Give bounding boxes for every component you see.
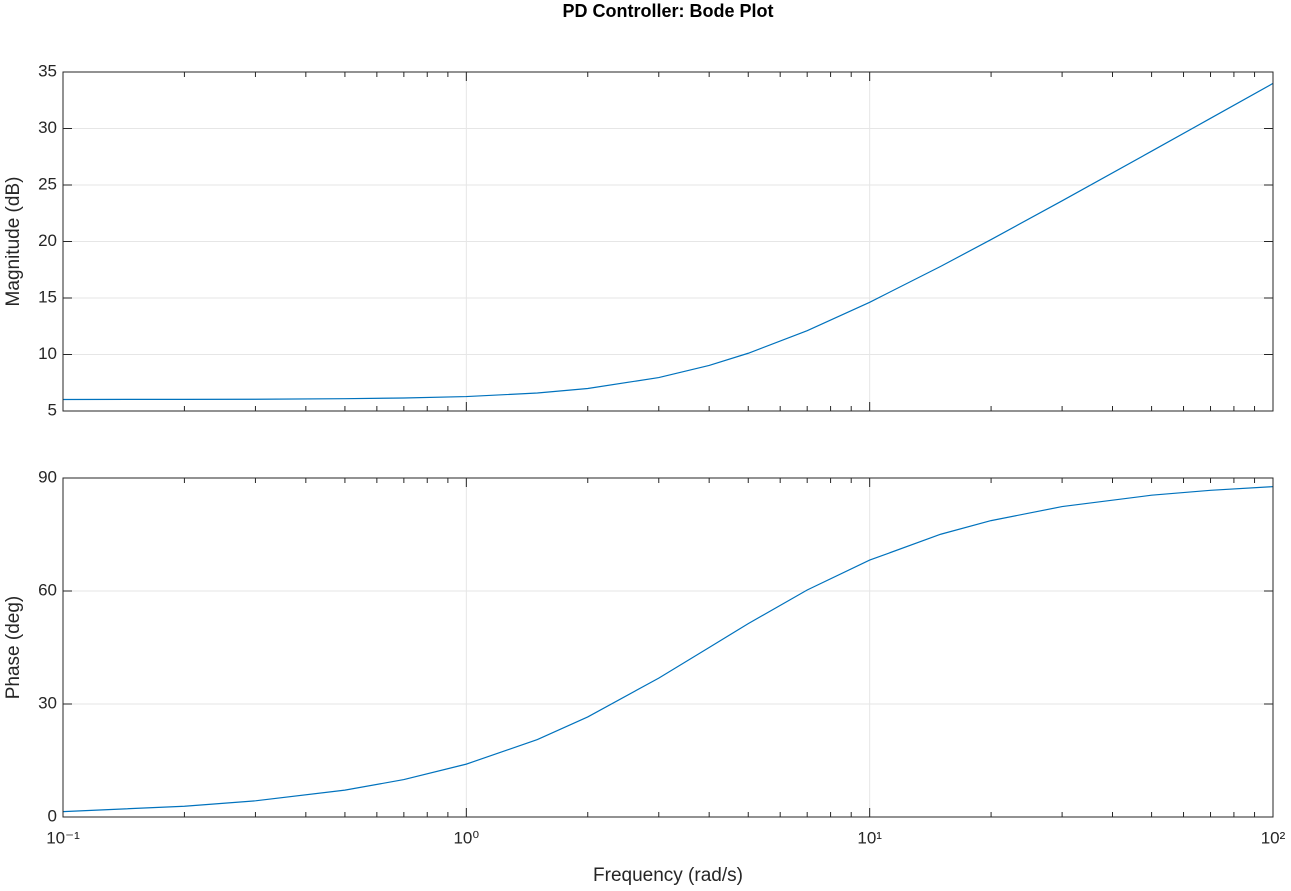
y-tick-label: 5 xyxy=(48,400,57,419)
plot-frame xyxy=(62,71,1274,412)
y-tick-label: 25 xyxy=(38,174,57,193)
y-tick-label: 60 xyxy=(38,580,57,599)
x-axis-label: Frequency (rad/s) xyxy=(593,865,743,886)
y-tick-label: 10 xyxy=(38,344,57,363)
plot-frame xyxy=(62,477,1274,818)
y-tick-label: 35 xyxy=(38,61,57,80)
y-axis-label: Magnitude (dB) xyxy=(3,177,24,307)
x-tick-label: 10⁻¹ xyxy=(46,828,80,847)
chart-title: PD Controller: Bode Plot xyxy=(563,1,774,21)
y-tick-label: 90 xyxy=(38,467,57,486)
x-tick-label: 10² xyxy=(1261,828,1286,847)
y-tick-label: 30 xyxy=(38,693,57,712)
x-tick-label: 10¹ xyxy=(857,828,882,847)
y-tick-label: 30 xyxy=(38,118,57,137)
data-line xyxy=(62,486,1274,813)
y-tick-label: 20 xyxy=(38,231,57,250)
y-axis-label: Phase (deg) xyxy=(3,596,24,700)
data-line xyxy=(62,82,1274,401)
y-tick-label: 0 xyxy=(48,806,57,825)
y-tick-label: 15 xyxy=(38,287,57,306)
x-tick-label: 10⁰ xyxy=(453,828,479,847)
